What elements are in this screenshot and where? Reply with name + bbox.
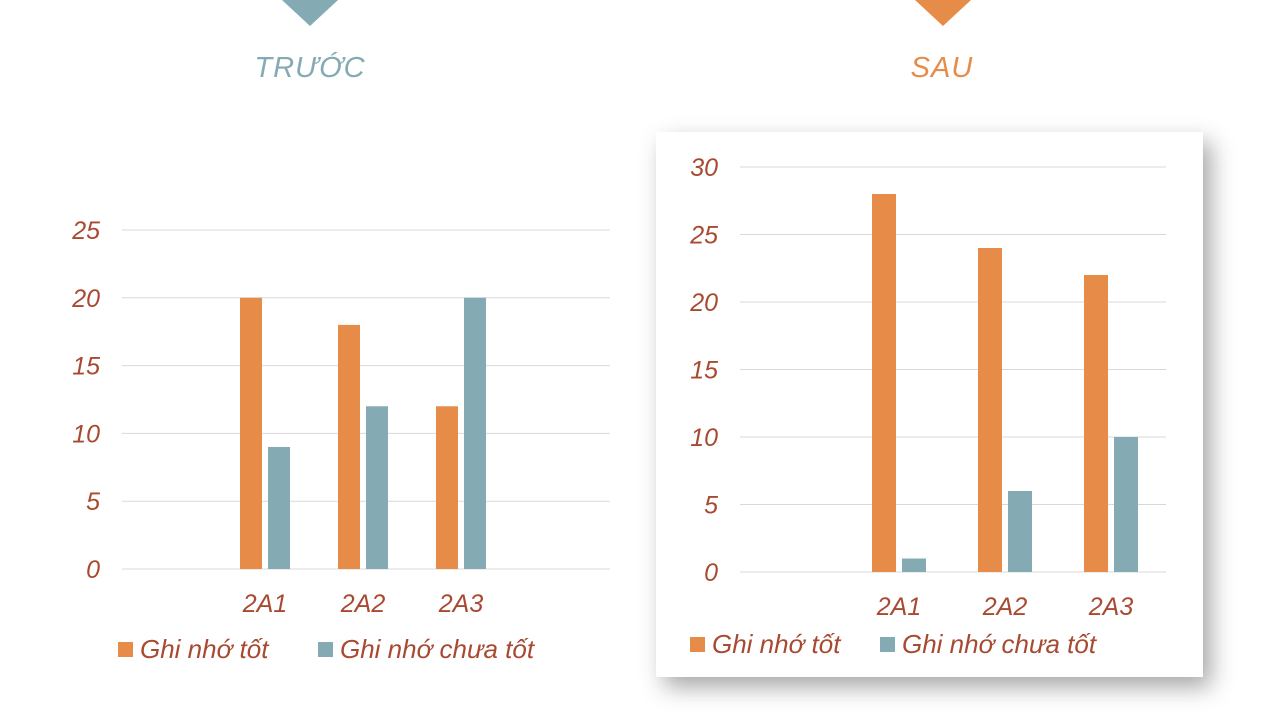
- x-category-label: 2A1: [242, 590, 287, 618]
- x-category-label: 2A1: [876, 593, 921, 621]
- x-category-label: 2A2: [982, 593, 1028, 621]
- y-tick-label: 5: [86, 488, 100, 516]
- legend-label: Ghi nhớ chưa tốt: [902, 629, 1098, 659]
- x-category-label: 2A3: [438, 590, 484, 618]
- legend-swatch-good: [118, 642, 133, 657]
- legend-label: Ghi nhớ chưa tốt: [340, 634, 536, 664]
- bar-2A3-not-good: [1114, 437, 1138, 572]
- bar-2A1-good: [240, 297, 262, 569]
- bar-2A2-good: [978, 248, 1002, 572]
- y-tick-label: 5: [704, 492, 718, 520]
- after-heading: SAU: [910, 52, 974, 84]
- y-tick-label: 20: [689, 289, 718, 317]
- y-tick-label: 20: [71, 285, 100, 313]
- y-tick-label: 25: [71, 217, 100, 245]
- y-tick-label: 10: [690, 424, 718, 452]
- after-marker-icon: [915, 0, 971, 26]
- bar-2A2-not-good: [366, 406, 388, 569]
- y-tick-label: 0: [704, 559, 718, 587]
- y-tick-label: 0: [86, 556, 100, 584]
- x-category-label: 2A2: [340, 590, 386, 618]
- bar-2A3-not-good: [464, 297, 486, 569]
- legend-label: Ghi nhớ tốt: [712, 629, 842, 659]
- after-chart-card: [656, 132, 1203, 677]
- bar-2A3-good: [436, 406, 458, 569]
- legend-swatch-not-good: [880, 637, 895, 652]
- y-tick-label: 25: [689, 222, 718, 250]
- y-tick-label: 15: [72, 353, 100, 381]
- bar-2A1-not-good: [268, 446, 290, 569]
- bar-2A3-good: [1084, 275, 1108, 572]
- bar-2A1-not-good: [902, 558, 926, 572]
- bar-2A2-not-good: [1008, 491, 1032, 572]
- legend-swatch-not-good: [318, 642, 333, 657]
- legend-swatch-good: [690, 637, 705, 652]
- x-category-label: 2A3: [1088, 593, 1134, 621]
- bar-2A1-good: [872, 194, 896, 572]
- before-marker-icon: [282, 0, 338, 26]
- y-tick-label: 10: [72, 420, 100, 448]
- y-tick-label: 15: [690, 357, 718, 385]
- legend-label: Ghi nhớ tốt: [140, 634, 270, 664]
- bar-2A2-good: [338, 324, 360, 569]
- y-tick-label: 30: [690, 154, 718, 182]
- before-heading: TRƯỚC: [254, 52, 366, 84]
